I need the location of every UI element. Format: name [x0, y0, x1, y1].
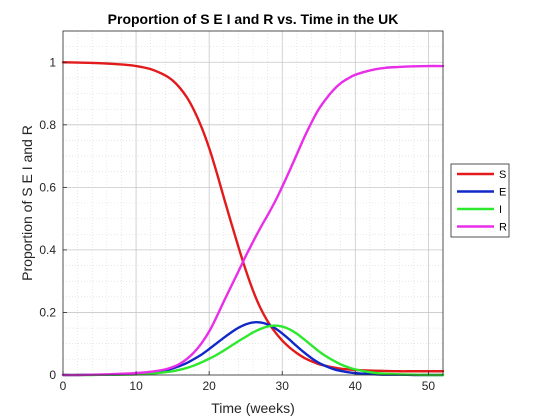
x-tick-label: 0	[60, 379, 67, 393]
x-tick-label: 50	[422, 379, 436, 393]
y-tick-label: 0.2	[39, 305, 56, 319]
legend-box	[450, 163, 510, 238]
series-line-R	[61, 64, 445, 377]
legend-label-S: S	[499, 169, 506, 181]
x-tick-label: 10	[129, 379, 143, 393]
x-axis-label: Time (weeks)	[211, 400, 295, 416]
y-tick-label: 0.6	[39, 180, 56, 194]
y-tick-labels: 0 0.2 0.4 0.6 0.8 1	[39, 55, 56, 382]
y-tick-label: 1	[49, 55, 56, 69]
x-tick-label: 20	[202, 379, 216, 393]
y-tick-label: 0	[49, 368, 56, 382]
x-tick-label: 40	[349, 379, 363, 393]
legend-label-E: E	[499, 187, 506, 199]
plot-area-border	[62, 30, 444, 376]
series-layer	[61, 61, 445, 377]
series-line-S	[61, 61, 445, 373]
axis-ticks	[62, 61, 429, 376]
y-tick-label: 0.4	[39, 243, 56, 257]
x-tick-labels: 0 10 20 30 40 50	[60, 379, 436, 393]
legend-label-R: R	[499, 222, 507, 234]
chart-title: Proportion of S E I and R vs. Time in th…	[108, 11, 399, 27]
series-line-I	[61, 324, 445, 377]
y-tick-label: 0.8	[39, 118, 56, 132]
x-tick-label: 30	[276, 379, 290, 393]
y-axis-label: Proportion of S E I and R	[19, 125, 35, 281]
major-grid	[63, 31, 443, 375]
legend-label-I: I	[499, 204, 502, 216]
